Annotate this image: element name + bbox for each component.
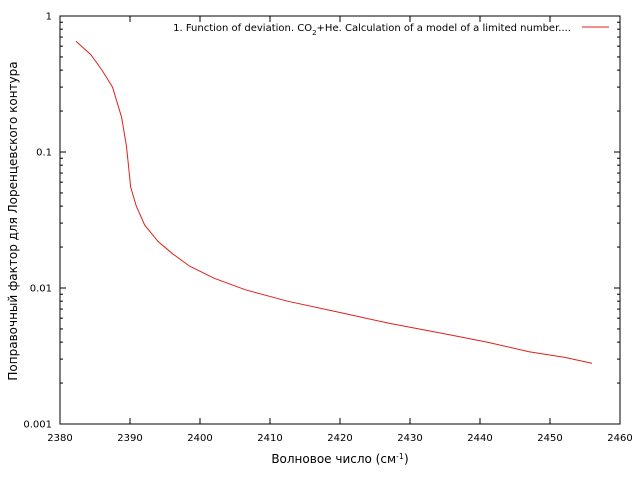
y-tick-label: 1 — [46, 12, 52, 23]
legend-label: 1. Function of deviation. CO2+He. Calcul… — [173, 23, 571, 37]
x-axis-label-superscript: -1 — [396, 452, 404, 461]
y-tick-label: 0.01 — [30, 284, 52, 295]
legend-text-part-1: 1. Function of deviation. CO — [173, 23, 312, 34]
x-tick-label: 2380 — [47, 433, 72, 444]
y-axis-label: Поправочный фактор для Лоренцевского кон… — [6, 61, 20, 380]
y-tick-label: 0.001 — [23, 420, 52, 431]
x-tick-label: 2430 — [397, 433, 422, 444]
x-tick-label: 2410 — [257, 433, 282, 444]
x-axis-label-close: ) — [404, 452, 409, 466]
x-tick-label: 2450 — [537, 433, 562, 444]
x-tick-label: 2420 — [327, 433, 352, 444]
legend-text-sub: 2 — [312, 29, 316, 37]
x-axis-label: Волновое число (см-1) — [271, 452, 408, 467]
series-group — [75, 41, 593, 364]
series-line — [75, 41, 593, 364]
y-tick-label: 0.1 — [36, 148, 52, 159]
x-tick-label: 2460 — [607, 433, 632, 444]
x-tick-label: 2440 — [467, 433, 492, 444]
x-tick-label: 2400 — [187, 433, 212, 444]
legend: 1. Function of deviation. CO2+He. Calcul… — [173, 23, 609, 37]
legend-text-part-2: +He. Calculation of a model of a limited… — [317, 23, 571, 34]
y-axis-ticks: 1 0.1 0.01 0.001 — [23, 12, 620, 431]
x-axis-ticks: 2380 2390 2400 2410 2420 2430 2440 2450 2460 — [47, 16, 633, 444]
x-tick-label: 2390 — [117, 433, 142, 444]
x-axis-label-main: Волновое число (см — [271, 452, 396, 466]
